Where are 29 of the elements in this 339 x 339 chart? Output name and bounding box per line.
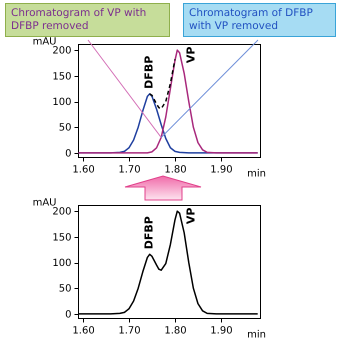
x-tick-label: 1.90 <box>210 164 233 176</box>
text: VP <box>184 46 198 64</box>
x-tick-label: 1.90 <box>210 326 233 336</box>
y-tick-label: 50 <box>58 284 72 295</box>
y-tick-label: 0 <box>65 309 72 320</box>
line-series <box>78 49 258 154</box>
y-tick-label: 150 <box>52 232 72 244</box>
annotation: DFBP <box>142 216 156 250</box>
x-axis-title: min <box>247 168 266 180</box>
y-axis-title: mAU <box>32 36 56 48</box>
y-tick-label: 50 <box>58 122 72 134</box>
x-tick-label: 1.80 <box>164 164 187 176</box>
y-tick-label: 200 <box>52 46 72 57</box>
x-tick-label: 1.60 <box>72 326 95 336</box>
y-tick-label: 100 <box>52 258 72 270</box>
x-axis-title: min <box>247 330 266 339</box>
annotation: VP <box>184 208 198 224</box>
y-axis-title: mAU <box>32 198 56 208</box>
y-tick-label: 150 <box>52 71 72 82</box>
annotation: Chromatogram of DFBP with VP removed <box>183 3 336 37</box>
text: DFBP <box>142 56 156 89</box>
x-tick-label: 1.80 <box>164 326 187 336</box>
annotation: Chromatogram of VP with DFBP removed <box>5 3 170 37</box>
x-tick-label: 1.70 <box>118 164 141 176</box>
y-tick-label: 0 <box>65 148 72 160</box>
y-tick-label: 100 <box>52 97 72 108</box>
x-tick-label: 1.70 <box>118 326 141 336</box>
y-tick-label: 200 <box>52 206 72 218</box>
x-tick-label: 1.60 <box>72 164 95 176</box>
